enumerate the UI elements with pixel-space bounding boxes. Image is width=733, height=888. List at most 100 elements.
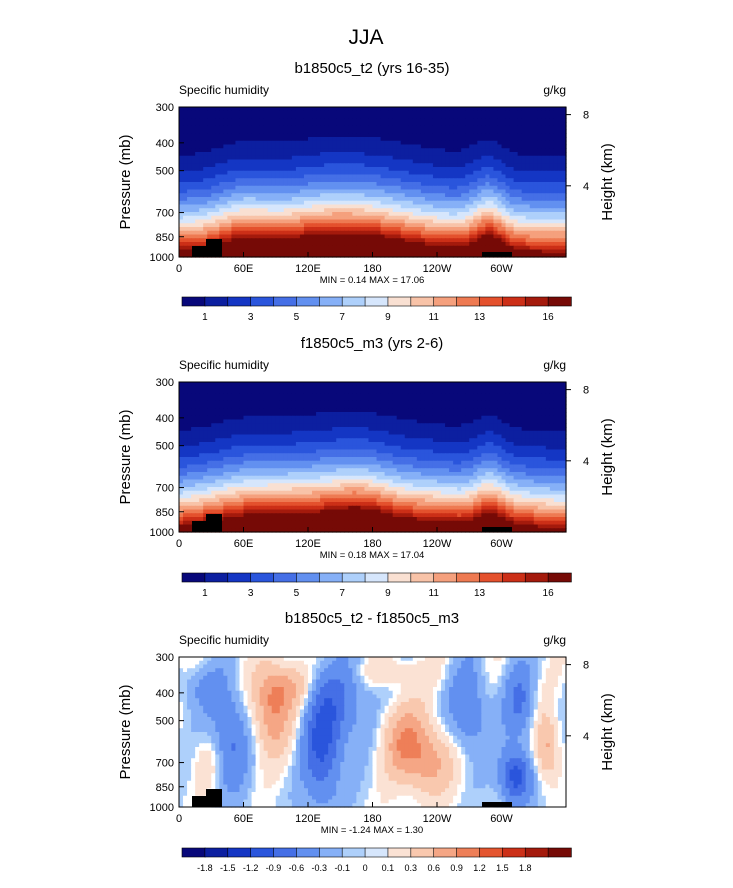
y-tick-label: 1000 xyxy=(150,802,174,814)
y-right-tick-label: 8 xyxy=(583,385,589,397)
colorbar-label: 16 xyxy=(543,588,555,599)
colorbar-swatch xyxy=(433,847,458,858)
colorbar-swatch xyxy=(524,572,549,583)
colorbar-label: 13 xyxy=(474,312,486,323)
colorbar-swatch xyxy=(204,847,229,858)
colorbar-swatch xyxy=(456,847,481,858)
colorbar-swatch xyxy=(456,572,481,583)
colorbar-swatch xyxy=(410,572,435,583)
contour-field xyxy=(179,382,567,533)
colorbar-swatch xyxy=(181,296,206,307)
colorbar-label: -0.9 xyxy=(266,863,282,873)
y-right-tick-label: 4 xyxy=(583,181,589,193)
x-axis: 0 60E 120E 180 120W 60W xyxy=(176,802,513,825)
colorbar-swatch xyxy=(250,572,275,583)
variable-label: Specific humidity xyxy=(179,83,269,97)
x-tick-label: 0 xyxy=(176,538,182,550)
y-axis: 300 400 500 700 850 1000 Pressure (mb) xyxy=(117,377,184,539)
colorbar-swatch xyxy=(341,572,366,583)
colorbar-swatch xyxy=(296,572,320,583)
y-tick-label: 500 xyxy=(156,166,174,178)
y-tick-label: 400 xyxy=(156,413,174,425)
colorbar-swatch xyxy=(364,572,389,583)
colorbar-label: 13 xyxy=(474,588,486,599)
colorbar-swatch xyxy=(364,847,389,858)
colorbar-label: 0 xyxy=(363,863,368,873)
colorbar-swatch xyxy=(456,296,481,307)
topography-block xyxy=(192,521,208,532)
y-tick-label: 1000 xyxy=(150,527,174,539)
topography-block xyxy=(192,246,208,257)
colorbar-swatch xyxy=(318,572,343,583)
colorbar-swatch xyxy=(341,847,366,858)
min-max-stats: MIN = 0.14 MAX = 17.06 xyxy=(320,275,425,286)
colorbar-label: 7 xyxy=(339,312,345,323)
colorbar-swatch xyxy=(502,847,526,858)
topography-block xyxy=(206,789,222,807)
x-tick-label: 120W xyxy=(423,538,452,550)
panel-title: b1850c5_t2 - f1850c5_m3 xyxy=(285,610,459,627)
colorbar-label: -0.1 xyxy=(334,863,350,873)
colorbar-label: 9 xyxy=(385,588,391,599)
y-tick-label: 700 xyxy=(156,758,174,770)
y-tick-label: 1000 xyxy=(150,252,174,264)
contour-field xyxy=(179,657,567,808)
colorbar-swatch xyxy=(273,296,298,307)
topography xyxy=(192,789,512,807)
colorbar-label: 1.2 xyxy=(473,863,486,873)
colorbar-label: 11 xyxy=(429,312,440,323)
colorbar-label: -1.2 xyxy=(243,863,259,873)
topography-block xyxy=(482,252,512,257)
x-tick-label: 60W xyxy=(490,263,513,275)
colorbar-swatch xyxy=(318,847,343,858)
units-label: g/kg xyxy=(543,358,566,372)
colorbar-swatch xyxy=(479,572,504,583)
colorbar-label: 0.6 xyxy=(427,863,440,873)
x-tick-label: 60W xyxy=(490,538,513,550)
colorbar-swatch xyxy=(524,296,549,307)
panel-title: b1850c5_t2 (yrs 16-35) xyxy=(294,60,449,77)
y-axis-label: Pressure (mb) xyxy=(117,134,134,229)
x-tick-label: 60E xyxy=(234,263,254,275)
colorbar-swatch xyxy=(318,296,343,307)
y-tick-label: 700 xyxy=(156,208,174,220)
y-axis-right: 8 4 Height (km) xyxy=(566,110,616,221)
colorbar-swatch xyxy=(547,296,572,307)
y-right-axis-label: Height (km) xyxy=(599,693,616,771)
colorbar-swatch xyxy=(204,572,229,583)
colorbar-swatch xyxy=(250,296,275,307)
colorbar-label: 5 xyxy=(294,588,300,599)
colorbar-label: -1.8 xyxy=(197,863,213,873)
topography-block xyxy=(482,527,512,532)
x-tick-label: 120W xyxy=(423,813,452,825)
colorbar-swatch xyxy=(433,572,458,583)
variable-label: Specific humidity xyxy=(179,633,269,647)
colorbar-swatch xyxy=(273,847,298,858)
colorbar-swatch xyxy=(204,296,229,307)
y-tick-label: 700 xyxy=(156,483,174,495)
y-tick-label: 300 xyxy=(156,102,174,114)
colorbar-swatch xyxy=(387,572,412,583)
colorbar-label: 9 xyxy=(385,312,391,323)
colorbar-swatch xyxy=(547,572,572,583)
colorbar-swatch xyxy=(181,847,206,858)
x-tick-label: 180 xyxy=(363,263,381,275)
colorbar-label: 1.5 xyxy=(496,863,509,873)
topography-block xyxy=(206,514,222,532)
x-tick-label: 60E xyxy=(234,813,254,825)
panel-title: f1850c5_m3 (yrs 2-6) xyxy=(301,335,444,352)
y-right-tick-label: 8 xyxy=(583,660,589,672)
y-right-axis-label: Height (km) xyxy=(599,143,616,221)
colorbar-label: 5 xyxy=(294,312,300,323)
topography xyxy=(192,239,512,257)
colorbar-swatch xyxy=(250,847,275,858)
x-tick-label: 180 xyxy=(363,813,381,825)
topography xyxy=(192,514,512,532)
topography-block xyxy=(482,802,512,807)
variable-label: Specific humidity xyxy=(179,358,269,372)
x-tick-label: 120E xyxy=(295,813,321,825)
topography-block xyxy=(192,796,208,807)
x-axis: 0 60E 120E 180 120W 60W xyxy=(176,527,513,550)
x-axis: 0 60E 120E 180 120W 60W xyxy=(176,252,513,275)
colorbar: 1 3 5 7 9 11 13 16 xyxy=(181,572,572,599)
